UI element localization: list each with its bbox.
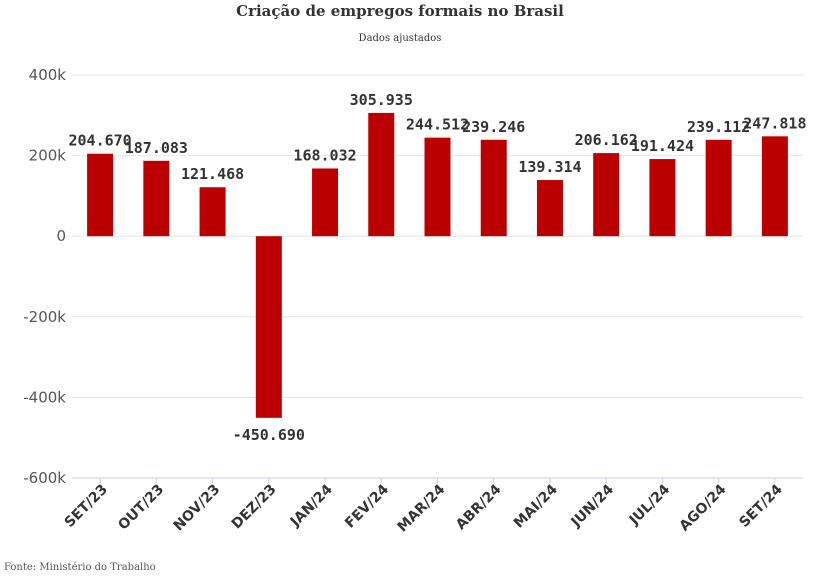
data-label: 139.314 [518,158,581,176]
x-tick-label: FEV/24 [342,481,392,531]
x-tick-label: MAI/24 [511,481,561,531]
data-label: 204.670 [69,132,132,150]
y-tick-label: -200k [23,308,66,326]
x-tick-label: OUT/23 [115,482,167,534]
x-tick-label: JUL/24 [626,481,674,529]
x-axis: SET/23 OUT/23 NOV/23 DEZ/23 JAN/24 FEV/24 MAR/… [62,477,803,535]
bar [536,180,563,237]
bar [199,187,226,237]
y-tick-label: -400k [23,388,66,406]
bar [480,139,507,237]
data-label: 168.032 [293,146,356,164]
data-label: 239.112 [687,118,750,136]
x-tick-label: SET/24 [736,481,786,531]
chart-title: Criação de empregos formais no Brasil [236,2,564,20]
data-label: 244.512 [406,116,469,134]
x-tick-label: NOV/23 [171,482,224,535]
data-label: 187.083 [125,139,188,157]
y-tick-label: 0 [56,227,66,245]
data-label: -450.690 [233,426,305,444]
data-label: 239.246 [462,118,525,136]
bar [649,159,676,237]
x-tick-label: AGO/24 [677,481,730,534]
y-tick-label: 400k [29,66,67,84]
y-tick-label: -600k [23,469,66,487]
data-label: 191.424 [631,137,694,155]
data-label: 206.162 [575,131,638,149]
y-tick-label: 200k [29,147,67,165]
data-label: 305.935 [350,91,413,109]
chart-subtitle: Dados ajustados [358,33,442,44]
bar [424,137,451,237]
x-tick-label: DEZ/23 [229,482,280,533]
bar [593,153,620,237]
y-axis: 400k 200k 0 -200k -400k -600k [23,66,66,487]
x-tick-label: JAN/24 [287,481,336,530]
x-tick-label: MAR/24 [394,481,448,535]
bars [87,112,788,418]
data-label: 121.468 [181,165,244,183]
x-tick-label: JUN/24 [568,481,618,531]
bar [87,153,114,237]
bar [705,139,732,237]
bar [255,236,282,418]
source-note: Fonte: Ministério do Trabalho [4,562,156,573]
x-tick-label: SET/23 [62,482,111,531]
bar [143,160,170,237]
bar [368,112,395,237]
data-label: 247.818 [743,114,806,132]
bar [312,168,339,237]
x-tick-label: ABR/24 [453,481,505,533]
bar [761,136,788,237]
